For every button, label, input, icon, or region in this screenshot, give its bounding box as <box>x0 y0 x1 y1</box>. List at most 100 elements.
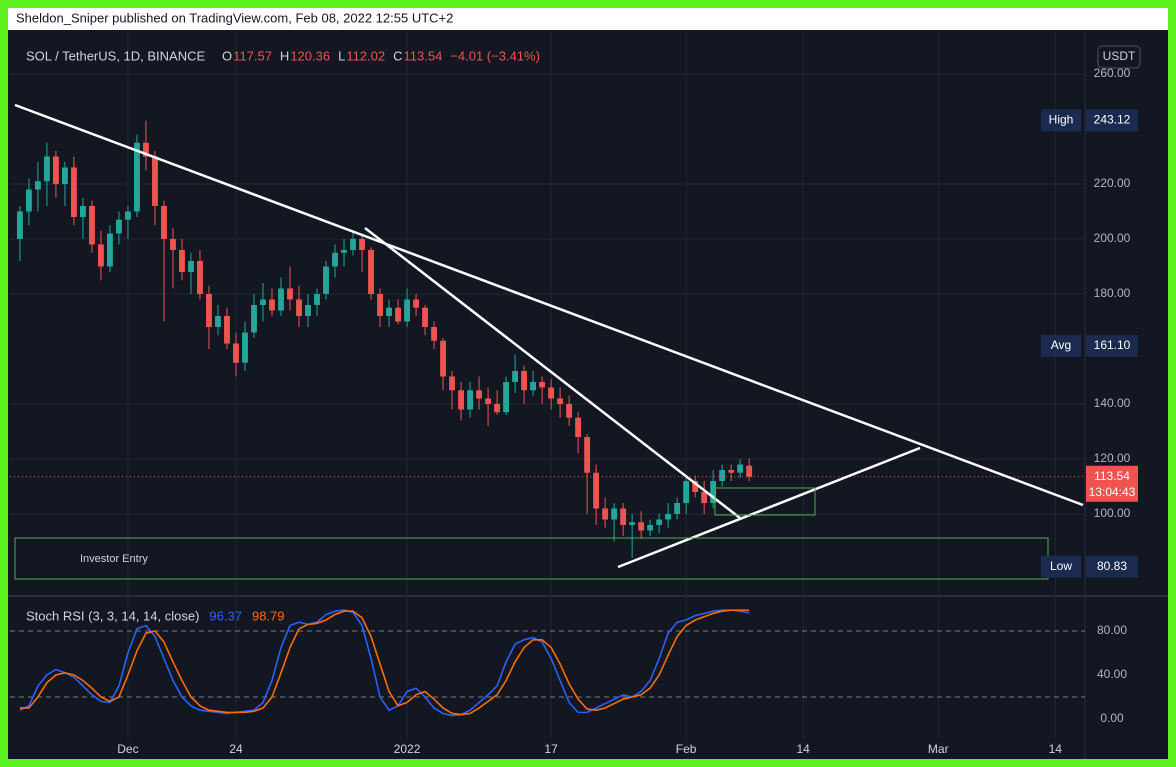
countdown: 13:04:43 <box>1089 485 1136 499</box>
candle-body <box>656 519 663 525</box>
candle-body <box>530 381 537 391</box>
legend-value: 120.36 <box>290 48 330 63</box>
indicator-line <box>19 609 750 716</box>
indicator-value: 98.79 <box>252 608 285 623</box>
indicator-value: 96.37 <box>209 608 242 623</box>
candle-body <box>107 233 113 267</box>
candle-body <box>377 293 383 316</box>
indicator-line <box>19 609 750 717</box>
candle-body <box>584 436 591 473</box>
candle-body <box>89 205 95 245</box>
candle-body <box>413 299 419 308</box>
legend-key: O <box>222 48 232 63</box>
legend: O 117.57 H 120.36 L 112.02 C 113.54 −4.01 (−3.41… <box>222 48 540 63</box>
candle-body <box>143 142 149 157</box>
candle-body <box>557 398 564 404</box>
candle-body <box>125 211 131 220</box>
candle-body <box>61 167 68 184</box>
marker-value-box <box>1086 109 1138 132</box>
candle-body <box>485 398 492 404</box>
candle-body <box>440 340 446 377</box>
candle-body <box>458 390 464 410</box>
candle-body <box>116 219 122 234</box>
overlay: Dec 24 2022 17 Feb 14 Mar 14 260.00 220.00 200.00 1… <box>117 66 1138 756</box>
candle-body <box>647 524 654 531</box>
header-bar <box>8 8 1168 30</box>
y-tick-label: 220.00 <box>1094 176 1131 190</box>
legend-value: 112.02 <box>346 48 385 63</box>
y-tick-label: 180.00 <box>1094 286 1131 300</box>
candle-body <box>512 370 519 382</box>
y-tick-label: 200.00 <box>1094 231 1131 245</box>
candle-body <box>224 315 230 344</box>
candle-body <box>611 508 618 520</box>
candle-body <box>593 472 600 509</box>
header: Sheldon_Sniper published on TradingView.… <box>16 10 453 25</box>
candle-body <box>278 288 284 311</box>
candle-body <box>296 299 302 316</box>
candle-body <box>251 304 257 333</box>
candle-body <box>134 142 140 212</box>
candle-body <box>629 522 636 525</box>
legend-change: −4.01 (−3.41%) <box>450 48 540 63</box>
candle-body <box>422 307 428 327</box>
candle-body <box>206 293 212 327</box>
trend-line <box>14 103 1084 507</box>
y-tick-label: 260.00 <box>1094 66 1131 80</box>
candle-body <box>566 403 573 418</box>
marker-value: 161.10 <box>1094 338 1131 352</box>
x-tick-label: 24 <box>229 742 243 756</box>
candle-body <box>638 522 645 531</box>
candle-body <box>737 464 744 473</box>
candle-body <box>665 513 672 520</box>
candle-body <box>404 299 410 322</box>
x-tick-label: Dec <box>117 742 138 756</box>
candle-body <box>602 508 609 520</box>
candle-body <box>269 299 275 311</box>
candle-body <box>332 252 338 267</box>
candle-body <box>305 304 311 316</box>
candle-body <box>548 387 555 399</box>
candle-body <box>215 315 221 327</box>
legend-key: C <box>393 48 402 63</box>
plot <box>10 120 1085 717</box>
marker-label: Avg <box>1051 338 1071 352</box>
candle-body <box>494 403 501 413</box>
candle-body <box>467 390 473 410</box>
marker-value: 80.83 <box>1097 559 1127 573</box>
candle-body <box>161 205 167 239</box>
marker-value-box <box>1086 334 1138 357</box>
currency: USDT <box>1103 49 1136 63</box>
marker-value: 243.12 <box>1094 113 1131 127</box>
marker-tag <box>1041 109 1081 132</box>
candle-body <box>683 480 690 503</box>
candle-body <box>260 299 266 305</box>
candle-body <box>323 266 329 294</box>
candle-body <box>188 260 194 272</box>
candle-body <box>341 249 347 253</box>
candle-body <box>521 370 528 391</box>
candle-body <box>52 156 59 184</box>
candle-body <box>575 417 582 437</box>
background <box>8 8 1168 759</box>
marker-tag <box>1041 334 1081 357</box>
candle-body <box>620 508 627 525</box>
candle-body <box>728 469 735 473</box>
y-tick-label: 120.00 <box>1094 451 1131 465</box>
candle-body <box>70 167 77 217</box>
legend-value: 113.54 <box>404 48 443 63</box>
x-tick-label: 14 <box>797 742 811 756</box>
candle-body <box>368 249 374 294</box>
candle-body <box>16 211 23 239</box>
indicator-tick-label: 80.00 <box>1097 623 1127 637</box>
candle-body <box>287 288 293 300</box>
candle-body <box>197 260 203 294</box>
candle-body <box>692 480 699 492</box>
legend-key: H <box>280 48 289 63</box>
candle-body <box>98 244 104 267</box>
last-price-box <box>1086 465 1138 502</box>
y-tick-label: 140.00 <box>1094 396 1131 410</box>
annotation: Investor Entry <box>80 553 148 565</box>
candle-body <box>359 238 365 250</box>
